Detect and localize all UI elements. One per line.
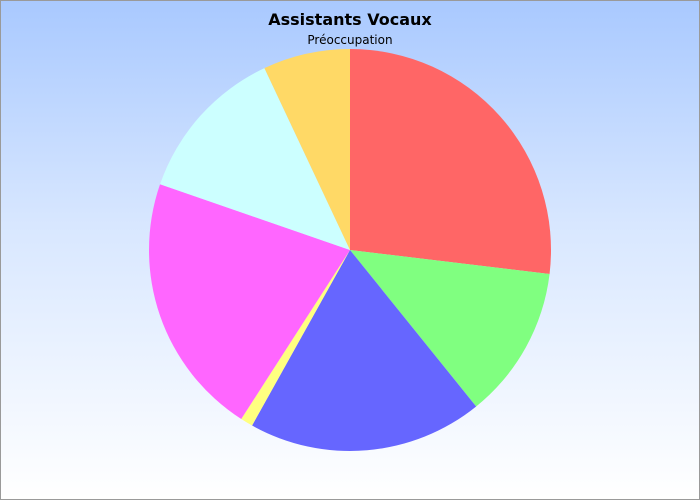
pie-slice-4 xyxy=(241,250,350,426)
pie-slice-1 xyxy=(350,49,551,274)
pie-slice-7 xyxy=(264,49,350,250)
pie-slice-3 xyxy=(252,250,477,451)
pie-slice-2 xyxy=(350,250,550,407)
chart-title: Assistants Vocaux xyxy=(268,10,432,29)
pie-slice-6 xyxy=(160,68,350,250)
chart-subtitle: Préoccupation xyxy=(307,33,393,47)
pie-slice-5 xyxy=(148,184,350,420)
